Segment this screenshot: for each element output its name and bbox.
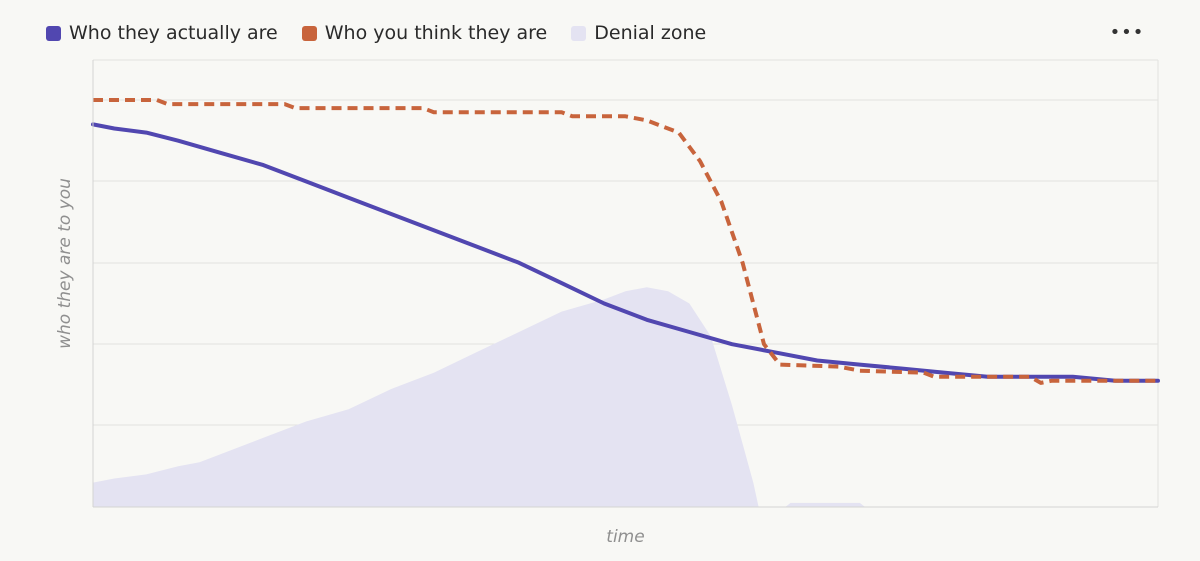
legend-label-think: Who you think they are: [324, 22, 548, 44]
legend-item-denial[interactable]: Denial zone: [571, 22, 706, 44]
legend-label-actual: Who they actually are: [69, 22, 278, 44]
legend-item-think[interactable]: Who you think they are: [301, 22, 548, 44]
area-layer: [93, 287, 1158, 507]
y-axis-label: who they are to you: [55, 178, 75, 349]
legend-swatch-actual: [46, 25, 61, 41]
legend-label-denial: Denial zone: [594, 22, 707, 44]
legend: Who they actually are Who you think they…: [46, 22, 730, 44]
legend-swatch-think: [301, 25, 317, 41]
line-layer: [91, 98, 1160, 385]
more-options-icon: •••: [1109, 21, 1145, 43]
x-axis-label: time: [606, 527, 644, 547]
series-area-denial-zone[interactable]: [93, 287, 1158, 507]
series-line-perceived[interactable]: [93, 98, 1158, 385]
legend-item-actual[interactable]: Who they actually are: [46, 22, 278, 44]
grid-layer: [93, 59, 1159, 507]
more-options-button[interactable]: •••: [1104, 14, 1150, 50]
legend-swatch-denial: [571, 25, 587, 41]
